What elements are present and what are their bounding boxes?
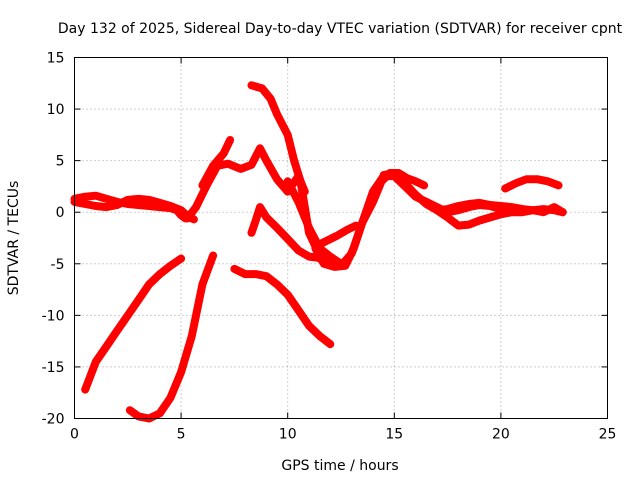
series-arc-7 <box>247 203 322 262</box>
series-arc-2 <box>70 194 198 224</box>
y-tick-label: 5 <box>56 154 65 170</box>
y-tick-label: -5 <box>51 257 65 273</box>
series-arc-10 <box>315 172 567 270</box>
x-tick-label: 0 <box>70 427 79 443</box>
axis-ticks: 0 5 10 15 20 25 -20 -15 -10 -5 0 5 10 15 <box>42 51 617 443</box>
y-tick-label: -20 <box>42 412 65 428</box>
data-series <box>70 81 567 423</box>
series-arc-8 <box>230 264 335 349</box>
series-arc-4 <box>198 136 235 190</box>
series-arc-11 <box>379 169 567 230</box>
y-tick-label: 15 <box>47 51 65 67</box>
series-arc-14 <box>81 254 186 394</box>
x-tick-label: 5 <box>177 427 186 443</box>
x-tick-label: 15 <box>385 427 403 443</box>
x-tick-label: 10 <box>279 427 297 443</box>
x-tick-label: 25 <box>599 427 617 443</box>
series-arc-12 <box>432 198 527 215</box>
y-axis-label: SDTVAR / TECUs <box>6 181 22 296</box>
series-arc-13 <box>501 175 563 193</box>
series-arc-15 <box>125 251 218 423</box>
chart-title: Day 132 of 2025, Sidereal Day-to-day VTE… <box>58 21 623 37</box>
y-tick-label: 0 <box>56 205 65 221</box>
y-tick-label: -10 <box>42 308 65 324</box>
series-arc-6 <box>283 177 345 268</box>
plot-frame <box>74 57 608 419</box>
series-arc-5 <box>247 81 360 251</box>
x-tick-label: 20 <box>492 427 510 443</box>
y-tick-label: -15 <box>42 360 65 376</box>
x-axis-label: GPS time / hours <box>281 458 398 474</box>
y-tick-label: 10 <box>47 102 65 118</box>
